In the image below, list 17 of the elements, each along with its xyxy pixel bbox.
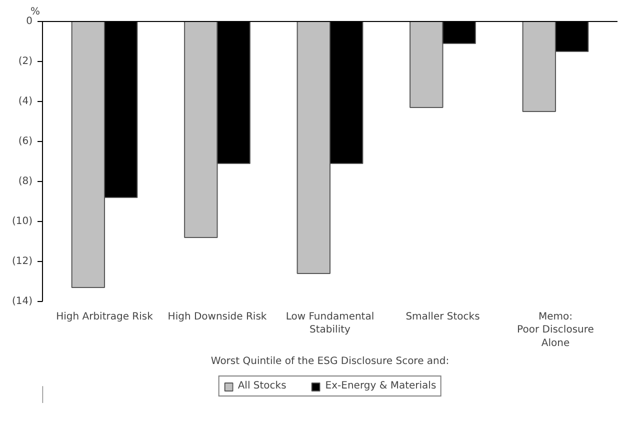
- x-tick-label: High Arbitrage Risk: [56, 312, 154, 322]
- y-tick-label: (8): [18, 176, 33, 187]
- x-axis-title: Worst Quintile of the ESG Disclosure Score and:: [210, 356, 450, 367]
- x-tick-label: Smaller Stocks: [406, 312, 480, 322]
- x-tick-label: High Downside Risk: [168, 312, 267, 322]
- y-tick-label: (10): [12, 216, 33, 227]
- y-tick-label: (4): [18, 96, 33, 107]
- y-axis-title: %: [30, 6, 40, 18]
- y-tick-label: 0: [26, 16, 33, 27]
- y-tick-label: (2): [18, 56, 33, 67]
- legend-label: All Stocks: [238, 380, 286, 392]
- legend-label: Ex-Energy & Materials: [325, 380, 436, 392]
- y-tick-label: (14): [12, 296, 33, 307]
- y-tick-label: (12): [12, 256, 33, 267]
- y-tick-label: (6): [18, 136, 33, 147]
- x-tick-label: Memo: Poor Disclosure Alone: [517, 312, 594, 349]
- x-tick-label: Low Fundamental Stability: [286, 312, 374, 336]
